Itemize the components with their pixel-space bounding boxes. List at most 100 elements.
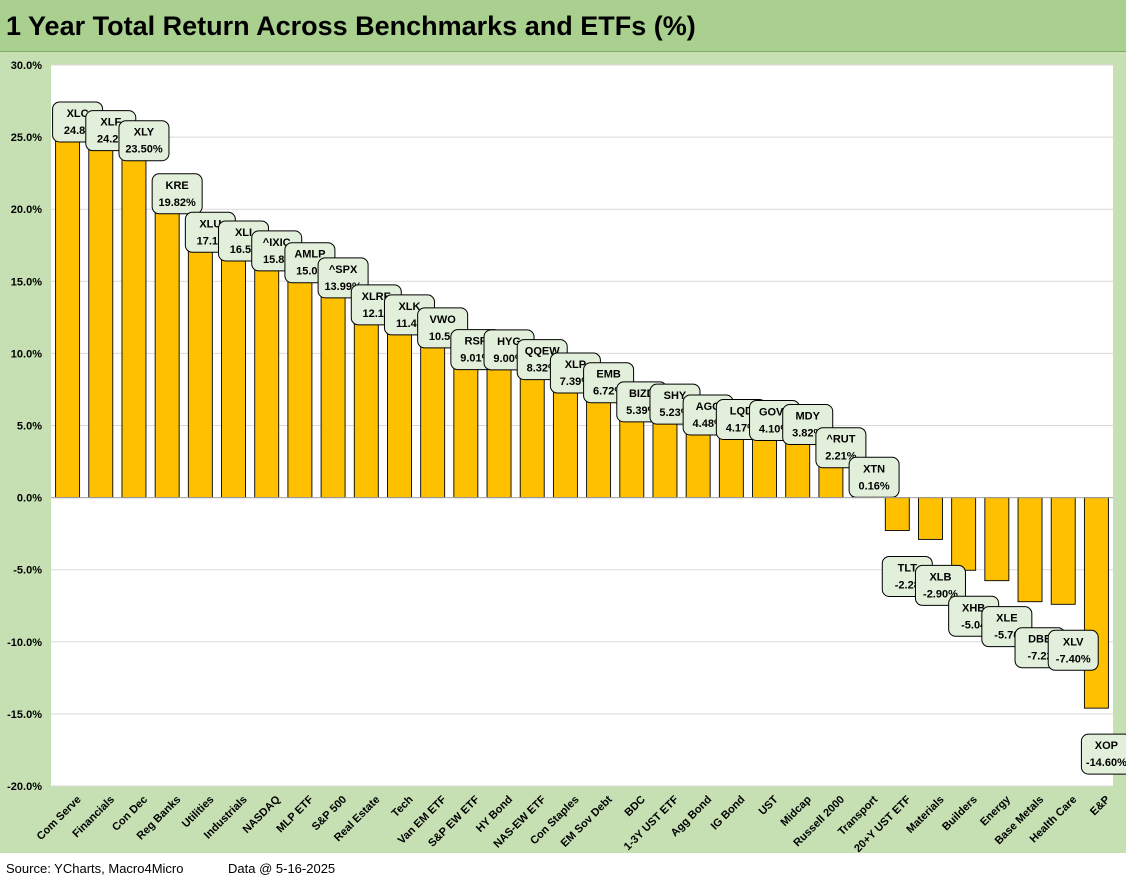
data-label-ticker: XLRE (362, 291, 391, 303)
x-category-label: IG Bond (709, 794, 748, 833)
bar (1050, 497, 1076, 605)
data-label-ticker: XTN (863, 463, 885, 475)
data-label-ticker: EMB (596, 369, 621, 381)
y-tick-label: 5.0% (17, 421, 42, 433)
data-label-ticker: XLC (67, 108, 89, 120)
data-label-ticker: XLI (235, 227, 252, 239)
y-tick-label: 20.0% (11, 204, 42, 216)
y-tick-label: 25.0% (11, 132, 42, 144)
data-label-value: 17.15 (197, 235, 225, 247)
data-label-value: 10.52 (429, 331, 457, 343)
y-tick-label: 10.0% (11, 348, 42, 360)
x-category-label: 20+Y UST ETF (852, 793, 913, 853)
bar (420, 345, 446, 499)
bar (884, 497, 910, 531)
chart-title: 1 Year Total Return Across Benchmarks an… (0, 0, 1126, 52)
data-label-value: 15.04 (296, 266, 324, 278)
bar (353, 322, 379, 499)
data-label-value: 11.42 (396, 318, 423, 330)
bar (55, 139, 81, 499)
bar (1017, 497, 1043, 603)
data-label-ticker: ^SPX (329, 264, 358, 276)
data-label-ticker: LQD (730, 405, 753, 417)
data-label-callout: XLV -7.40% (1047, 629, 1099, 671)
data-label-ticker: XLF (100, 117, 121, 129)
data-label-value: -7.22 (1027, 651, 1052, 663)
bar (1083, 497, 1109, 709)
data-label-value: 24.20 (97, 134, 125, 146)
x-category-label: Tech (390, 793, 416, 819)
data-label-ticker: DBB (1028, 634, 1052, 646)
bar (387, 332, 412, 499)
data-label-value: 24.80 (64, 125, 92, 137)
data-label-value: 16.55 (230, 244, 258, 256)
bar (519, 377, 545, 499)
data-label-callout: KRE 19.82% (151, 173, 203, 215)
data-label-ticker: XLB (929, 571, 951, 583)
bar (619, 419, 645, 499)
data-label-value: -5.76 (994, 630, 1019, 642)
bar (818, 465, 844, 499)
data-label-callout: XOP -14.60% (1080, 733, 1126, 775)
data-label-value: 19.82% (159, 197, 197, 209)
bar (121, 158, 147, 499)
data-label-ticker: SHY (664, 390, 687, 402)
data-label-box (914, 564, 966, 606)
chart-footer: Source: YCharts, Macro4Micro Data @ 5-16… (0, 853, 1126, 886)
bar (187, 249, 213, 499)
bar (586, 400, 612, 499)
bar (254, 268, 280, 499)
data-label-box (1080, 733, 1126, 775)
data-label-ticker: KRE (166, 180, 189, 192)
data-label-value: 12.12 (363, 308, 391, 320)
bar (785, 442, 811, 499)
data-label-value: -5.04 (961, 619, 987, 631)
data-label-box (118, 120, 170, 162)
x-category-label: E&P (1088, 794, 1112, 818)
data-label-value: 2.21% (825, 451, 856, 463)
bar (718, 437, 744, 499)
data-label-ticker: XLE (996, 613, 1017, 625)
data-label-value: -7.40% (1056, 653, 1091, 665)
source-note: Source: YCharts, Macro4Micro (6, 861, 184, 876)
x-category-label: UST (757, 793, 781, 817)
y-tick-label: -10.0% (7, 637, 42, 649)
bar (984, 497, 1010, 582)
y-tick-label: 0.0% (17, 493, 42, 505)
bar (320, 295, 346, 499)
data-label-ticker: XLU (199, 218, 221, 230)
bar (918, 497, 943, 540)
data-label-value: 15.86 (263, 254, 291, 266)
data-label-box (1047, 629, 1099, 671)
y-tick-label: -5.0% (13, 565, 42, 577)
data-label-ticker: AGG (696, 401, 721, 413)
data-label-ticker: XLY (134, 127, 155, 139)
data-date-note: Data @ 5-16-2025 (228, 861, 336, 876)
data-label-ticker: XOP (1095, 740, 1118, 752)
x-category-label: MLP ETF (274, 793, 316, 835)
data-label-ticker: XLP (565, 359, 586, 371)
data-label-ticker: MDY (795, 411, 820, 423)
data-label-ticker: AMLP (294, 249, 325, 261)
bar-chart: 30.0% 25.0% 20.0% 15.0% 10.0% 5.0% 0.0% -5.0% -1… (7, 60, 1126, 853)
data-label-ticker: XLV (1063, 636, 1084, 648)
bar (88, 148, 114, 499)
bar (154, 211, 180, 499)
y-tick-label: 15.0% (11, 276, 42, 288)
data-label-callout: XLB -2.90% (914, 564, 966, 606)
bar (752, 438, 777, 499)
y-tick-label: -15.0% (7, 709, 42, 721)
data-label-ticker: TLT (898, 562, 918, 574)
x-category-label: BDC (623, 794, 648, 819)
bar (552, 390, 578, 499)
data-label-callout: XTN 0.16% (848, 456, 900, 498)
y-tick-label: 30.0% (11, 60, 42, 72)
data-label-value: -2.90% (923, 588, 958, 600)
data-label-ticker: ^IXIC (263, 237, 291, 249)
bar (951, 497, 977, 571)
data-label-ticker: RSP (465, 336, 488, 348)
data-label-callout: XLY 23.50% (118, 120, 170, 162)
data-label-value: -2.28 (895, 579, 920, 591)
bar (453, 367, 479, 499)
data-label-box (151, 173, 203, 215)
